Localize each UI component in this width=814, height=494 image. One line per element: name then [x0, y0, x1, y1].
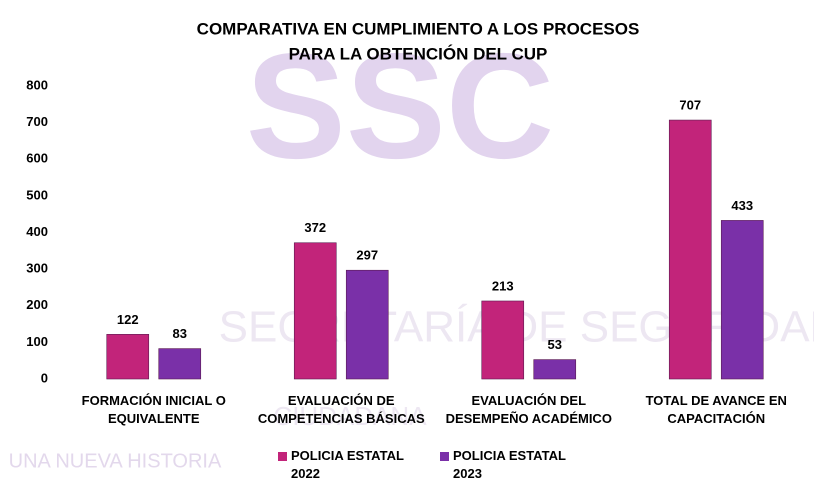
y-tick-label: 300: [26, 261, 48, 276]
y-tick-label: 0: [41, 370, 48, 385]
chart-title: PARA LA OBTENCIÓN DEL CUP: [289, 44, 548, 63]
bar: [294, 243, 336, 379]
bar: [107, 334, 149, 379]
y-tick-label: 500: [26, 187, 48, 202]
value-label: 707: [679, 97, 701, 112]
page: SSC SECRETARÍA DE SEGURIDAD CIUDADANA UN…: [0, 0, 814, 494]
bar: [669, 120, 711, 379]
x-tick-label: TOTAL DE AVANCE EN CAPACITACIÓN: [626, 392, 806, 428]
y-tick-label: 200: [26, 297, 48, 312]
value-label: 433: [731, 198, 753, 213]
value-label: 372: [304, 220, 326, 235]
value-label: 83: [173, 326, 187, 341]
value-label: 122: [117, 312, 139, 327]
value-label: 213: [492, 278, 514, 293]
value-label: 297: [356, 248, 378, 263]
value-label: 53: [548, 337, 562, 352]
bar: [346, 270, 388, 379]
legend-label: POLICIA ESTATAL 2022: [291, 447, 421, 483]
chart-title: COMPARATIVA EN CUMPLIMIENTO A LOS PROCES…: [197, 19, 640, 38]
y-tick-label: 400: [26, 224, 48, 239]
bar: [721, 220, 763, 379]
y-tick-label: 700: [26, 114, 48, 129]
y-tick-label: 800: [26, 77, 48, 92]
y-tick-label: 100: [26, 334, 48, 349]
watermark: UNA NUEVA HISTORIA: [9, 450, 222, 472]
y-tick-label: 600: [26, 151, 48, 166]
bar: [482, 301, 524, 379]
bar: [534, 360, 576, 379]
legend-swatch: [278, 452, 287, 461]
legend-label: POLICIA ESTATAL 2023: [453, 447, 583, 483]
x-tick-label: EVALUACIÓN DEL DESEMPEÑO ACADÉMICO: [439, 392, 619, 428]
bar: [159, 349, 201, 379]
x-tick-label: FORMACIÓN INICIAL O EQUIVALENTE: [64, 392, 244, 428]
x-tick-label: EVALUACIÓN DE COMPETENCIAS BÁSICAS: [251, 392, 431, 428]
legend-swatch: [440, 452, 449, 461]
